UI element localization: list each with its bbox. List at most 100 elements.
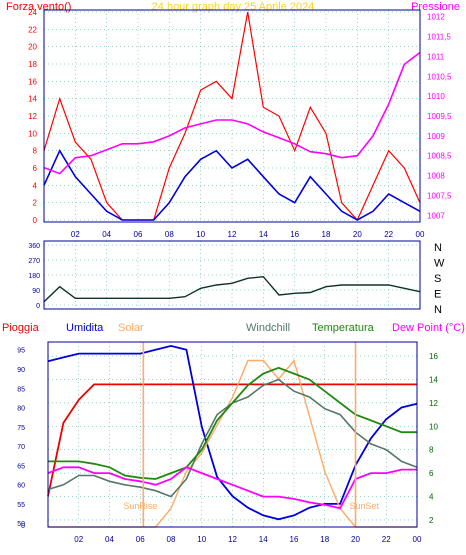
humidity-y-tick-label: 65 <box>17 463 25 470</box>
temperature-x-tick-label: 10 <box>197 535 206 544</box>
direction-y-axis: 360 270 180 90 0 <box>28 243 40 310</box>
temperature-y-tick-label: 6 <box>429 469 434 478</box>
temperature-x-tick-label: 06 <box>136 535 145 544</box>
pressure-y-tick-label: 1009 <box>427 132 445 141</box>
legend-item: Solar <box>118 322 144 334</box>
sunrise-label: SunRise <box>123 501 157 511</box>
wind-x-tick-label: 14 <box>259 230 268 239</box>
temperature-humidity-chart: Pioggia Umidita Solar Windchill Temperatura D… <box>2 322 465 544</box>
wind-x-tick-label: 02 <box>71 230 80 239</box>
humidity-y-tick-label: 80 <box>17 406 25 413</box>
legend-item: Temperatura <box>312 322 375 334</box>
temperature-x-axis: 02 04 06 08 10 12 14 16 18 20 22 00 <box>74 535 422 544</box>
wind-y-tick-label: 12 <box>28 112 37 121</box>
direction-plot-frame <box>43 240 421 310</box>
temperature-x-tick-label: 14 <box>259 535 268 544</box>
pressure-y-tick-label: 1007 <box>427 211 445 220</box>
direction-y-tick-label: 180 <box>28 273 40 280</box>
humidity-y-tick-label: 90 <box>17 367 25 374</box>
wind-average-line <box>43 148 421 221</box>
direction-series-group <box>43 275 421 303</box>
wind-y-tick-label: 24 <box>28 8 37 17</box>
temperature-x-tick-label: 22 <box>382 535 391 544</box>
legend-item: Umidita <box>66 322 104 334</box>
humidity-y-tick-label: 85 <box>17 386 25 393</box>
wind-x-tick-label: 20 <box>353 230 362 239</box>
wind-x-tick-label: 10 <box>196 230 205 239</box>
direction-compass-label: N <box>434 242 442 254</box>
wind-y-tick-label: 18 <box>28 60 37 69</box>
legend-item: Pioggia <box>2 322 40 334</box>
wind-x-tick-label: 18 <box>322 230 331 239</box>
wind-y-tick-label: 0 <box>33 216 38 225</box>
wind-series-group <box>43 11 421 222</box>
wind-y-tick-label: 14 <box>28 95 37 104</box>
direction-compass-label: W <box>434 258 445 270</box>
wind-x-tick-label: 22 <box>384 230 393 239</box>
humidity-y-tick-label: 75 <box>17 425 25 432</box>
wind-y-tick-label: 22 <box>28 25 37 34</box>
temperature-x-tick-label: 12 <box>228 535 237 544</box>
wind-force-label: Forza vento() <box>6 1 71 13</box>
wind-x-axis: 02 04 06 08 10 12 14 16 18 20 22 00 <box>71 230 425 239</box>
pressure-y-tick-label: 1010,5 <box>427 72 452 81</box>
direction-y-tick-label: 0 <box>36 303 40 310</box>
temperature-x-tick-label: 16 <box>290 535 299 544</box>
wind-y-tick-label: 20 <box>28 43 37 52</box>
wind-y-tick-label: 2 <box>33 199 38 208</box>
chart-title: 24 hour graph day 25 Aprile 2024 <box>152 1 315 13</box>
temperature-y-tick-label: 14 <box>429 375 438 384</box>
temperature-x-tick-label: 08 <box>167 535 176 544</box>
pressure-y-tick-label: 1010 <box>427 92 445 101</box>
direction-compass-label: S <box>434 273 441 285</box>
humidity-line <box>47 344 418 521</box>
pressure-y-tick-label: 1007,5 <box>427 191 452 200</box>
wind-pressure-chart: Forza vento() 24 hour graph day 25 April… <box>6 1 460 239</box>
pressure-y-tick-label: 1011,5 <box>427 33 451 42</box>
pressure-line <box>43 51 421 175</box>
temperature-x-tick-label: 00 <box>413 535 422 544</box>
wind-y-tick-label: 16 <box>28 77 37 86</box>
pressure-y-tick-label: 1009,5 <box>427 112 452 121</box>
temperature-y-tick-label: 12 <box>429 399 438 408</box>
wind-plot-frame <box>43 9 421 223</box>
temperature-y-axis: 2 4 6 8 10 12 14 16 <box>429 352 438 525</box>
wind-x-tick-label: 12 <box>228 230 237 239</box>
pressure-y-tick-label: 1011 <box>427 52 445 61</box>
wind-x-tick-label: 08 <box>165 230 174 239</box>
temperature-y-tick-label: 4 <box>429 493 434 502</box>
temperature-x-tick-label: 02 <box>74 535 83 544</box>
wind-y-tick-label: 10 <box>28 129 37 138</box>
temperature-legend: Pioggia Umidita Solar Windchill Temperatura D… <box>2 322 465 334</box>
wind-y-tick-label: 6 <box>33 164 38 173</box>
temperature-y-tick-label: 8 <box>429 446 434 455</box>
pressure-label: Pressione <box>411 1 460 13</box>
temperature-y-tick-label: 16 <box>429 352 438 361</box>
wind-y-tick-label: 8 <box>33 147 38 156</box>
direction-line <box>43 275 421 303</box>
humidity-y-tick-label: 0 <box>21 523 25 530</box>
legend-item: Windchill <box>246 322 290 334</box>
wind-y-tick-label: 4 <box>33 181 38 190</box>
temperature-x-tick-label: 20 <box>351 535 360 544</box>
humidity-y-tick-label: 60 <box>17 483 25 490</box>
humidity-y-axis: 050 55 60 65 70 75 80 85 90 95 <box>17 348 25 530</box>
wind-grid <box>44 10 421 222</box>
humidity-y-tick-label: 50 <box>17 521 25 528</box>
direction-compass-label: E <box>434 289 441 301</box>
temperature-plot-frame <box>47 341 418 528</box>
pressure-y-tick-label: 1008,5 <box>427 152 452 161</box>
temperature-x-tick-label: 04 <box>105 535 114 544</box>
direction-compass-label: N <box>434 304 442 316</box>
wind-x-tick-label: 04 <box>102 230 111 239</box>
legend-item: Dew Point (°C) <box>392 322 465 334</box>
sunset-label: SunSet <box>350 501 380 511</box>
temperature-y-tick-label: 2 <box>429 516 434 525</box>
direction-y-tick-label: 360 <box>28 243 40 250</box>
humidity-y-tick-label: 95 <box>17 348 25 355</box>
